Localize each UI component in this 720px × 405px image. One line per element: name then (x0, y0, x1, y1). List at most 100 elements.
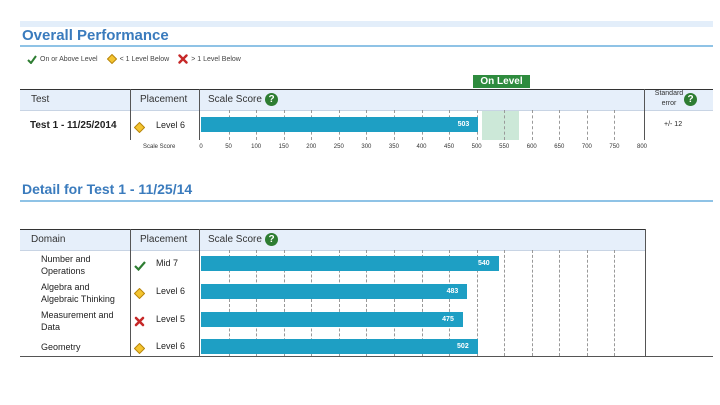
table-bottom-border (20, 356, 713, 357)
bar-value: 502 (457, 343, 469, 350)
on-level-tag: On Level (473, 75, 530, 88)
grid-line (284, 250, 285, 356)
axis-tick-label: 500 (471, 144, 482, 150)
detail-table-header (20, 229, 646, 251)
diamond-icon (133, 121, 146, 134)
domain-line: Operations (41, 266, 86, 276)
header-scale-score: Scale Score (208, 234, 262, 245)
domain-score-bar: 483 (201, 284, 468, 299)
detail-title: Detail for Test 1 - 11/25/14 (22, 181, 193, 197)
grid-line (587, 250, 588, 356)
bar-value: 475 (442, 316, 454, 323)
grid-line (504, 110, 505, 140)
axis-label: Scale Score (143, 144, 176, 150)
diamond-icon (106, 54, 117, 64)
legend-item-far-below: > 1 Level Below (178, 54, 241, 64)
domain-line: Algebraic Thinking (41, 294, 115, 304)
column-divider (644, 89, 645, 140)
grid-line (394, 250, 395, 356)
overall-title: Overall Performance (22, 27, 169, 44)
overall-score-bar: 503 (201, 117, 479, 132)
grid-line (559, 110, 560, 140)
axis-tick-label: 650 (554, 144, 565, 150)
legend-item-on: On or Above Level (27, 54, 98, 64)
axis-tick-label: 800 (636, 144, 647, 150)
grid-line (532, 250, 533, 356)
column-divider (199, 229, 200, 356)
domain-line: Algebra and (41, 282, 90, 292)
test-placement: Level 6 (156, 120, 186, 130)
legend-label: < 1 Level Below (119, 55, 170, 63)
x-icon (134, 316, 145, 327)
axis-tick-label: 400 (416, 144, 427, 150)
domain-line: Number and (41, 254, 91, 264)
grid-line (366, 250, 367, 356)
help-icon[interactable]: ? (265, 93, 278, 106)
axis-tick-label: 750 (609, 144, 620, 150)
header-placement: Placement (140, 234, 188, 245)
column-divider (130, 89, 131, 140)
bar-value: 483 (446, 288, 459, 295)
domain-name[interactable]: Number and Operations (41, 253, 91, 277)
std-error-help-icon[interactable]: ? (684, 93, 697, 106)
diamond-icon (133, 287, 146, 300)
x-icon (178, 54, 188, 64)
domain-placement: Level 6 (156, 341, 186, 351)
axis-tick-label: 350 (388, 144, 399, 150)
grid-line (587, 110, 588, 140)
check-icon (27, 54, 37, 64)
legend-label: > 1 Level Below (191, 55, 241, 63)
grid-line (422, 250, 423, 356)
header-scale-score: Scale Score (208, 94, 262, 105)
grid-line (449, 250, 450, 356)
grid-line (256, 250, 257, 356)
legend-item-below: < 1 Level Below (106, 54, 170, 64)
domain-line: Data (41, 322, 61, 332)
grid-line (339, 250, 340, 356)
status-icon (133, 286, 146, 304)
domain-score-bar: 475 (201, 312, 463, 327)
header-domain: Domain (31, 234, 66, 245)
axis-tick-label: 150 (278, 144, 289, 150)
grid-line (477, 250, 478, 356)
status-icon (133, 341, 146, 359)
domain-line: Measurement and (41, 310, 114, 320)
help-icon[interactable]: ? (265, 233, 278, 246)
top-strip (20, 21, 713, 27)
status-icon (134, 314, 145, 332)
domain-score-bar: 540 (201, 256, 499, 271)
header-standard-error: Standard error (654, 90, 684, 107)
std-error-value: +/- 12 (664, 121, 683, 128)
status-legend: On or Above Level < 1 Level Below > 1 Le… (27, 54, 250, 64)
axis-tick-label: 0 (199, 144, 203, 150)
domain-score-bar: 502 (201, 339, 478, 354)
diamond-icon (133, 342, 146, 355)
check-icon (134, 261, 146, 272)
domain-placement: Level 6 (156, 286, 186, 296)
grid-line (229, 250, 230, 356)
bar-value: 540 (477, 260, 490, 267)
axis-tick-label: 600 (526, 144, 537, 150)
grid-line (311, 250, 312, 356)
axis-tick-label: 200 (306, 144, 317, 150)
axis-tick-label: 300 (361, 144, 372, 150)
bar-value: 503 (457, 121, 470, 128)
grid-line (614, 110, 615, 140)
axis-tick-label: 100 (251, 144, 262, 150)
overall-table-header (20, 89, 713, 111)
domain-name[interactable]: Algebra and Algebraic Thinking (41, 281, 115, 305)
status-icon (133, 120, 146, 138)
axis-tick-label: 50 (225, 144, 232, 150)
domain-line: Geometry (41, 342, 81, 352)
domain-name[interactable]: Measurement and Data (41, 309, 114, 333)
grid-line (504, 250, 505, 356)
axis-tick-label: 550 (499, 144, 510, 150)
domain-placement: Level 5 (156, 314, 186, 324)
grid-line (532, 110, 533, 140)
grid-line (614, 250, 615, 356)
test-name[interactable]: Test 1 - 11/25/2014 (30, 120, 117, 131)
axis-tick-label: 450 (444, 144, 455, 150)
status-icon (134, 258, 146, 276)
axis-tick-label: 250 (333, 144, 344, 150)
domain-name[interactable]: Geometry (41, 341, 81, 353)
